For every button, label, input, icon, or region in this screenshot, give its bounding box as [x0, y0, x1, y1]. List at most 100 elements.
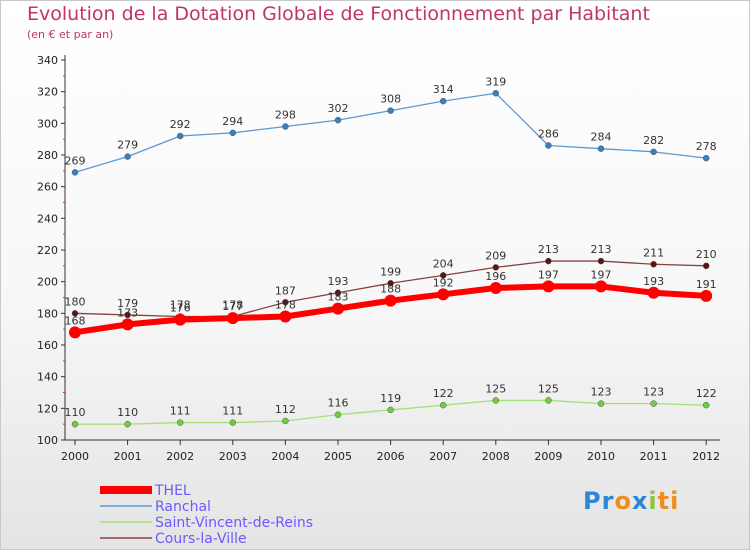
data-point: [124, 311, 131, 319]
logo-letter: o: [614, 487, 632, 515]
data-point: [700, 289, 713, 302]
y-tick-label: 140: [37, 371, 58, 384]
data-label: 119: [380, 392, 401, 405]
legend-label: Ranchal: [155, 499, 211, 515]
data-label: 192: [433, 276, 454, 289]
data-point: [387, 280, 394, 287]
data-point: [492, 397, 500, 404]
x-tick-label: 2000: [61, 450, 89, 463]
data-label: 125: [538, 382, 559, 395]
data-label: 319: [485, 75, 506, 88]
data-label: 111: [222, 405, 243, 418]
data-label: 178: [170, 299, 191, 312]
x-tick-label: 2002: [166, 450, 194, 463]
data-point: [545, 142, 552, 149]
x-tick-label: 2009: [534, 450, 562, 463]
data-label: 178: [275, 299, 296, 312]
data-point: [702, 401, 710, 409]
y-tick-label: 240: [37, 212, 58, 225]
data-point: [650, 148, 657, 156]
data-label: 173: [117, 306, 138, 319]
logo-letter: x: [631, 487, 649, 515]
data-point: [176, 419, 184, 426]
data-label: 188: [380, 283, 401, 296]
legend-label: THEL: [154, 483, 191, 499]
data-point: [334, 289, 342, 296]
logo-letter: Pr: [583, 487, 615, 515]
data-point: [595, 280, 607, 293]
data-point: [387, 406, 394, 414]
legend-label: Cours-la-Ville: [155, 531, 247, 547]
data-point: [124, 153, 131, 160]
y-tick-label: 200: [37, 276, 58, 289]
x-tick-label: 2010: [587, 450, 615, 463]
data-point: [384, 294, 397, 307]
data-point: [545, 257, 552, 265]
data-point: [121, 318, 134, 331]
data-point: [650, 261, 657, 268]
y-tick-label: 220: [37, 244, 58, 257]
data-point: [387, 107, 394, 114]
data-point: [332, 302, 344, 315]
data-point: [71, 310, 79, 317]
data-label: 187: [275, 284, 296, 297]
data-point: [174, 313, 187, 326]
data-point: [597, 257, 605, 265]
data-point: [647, 286, 660, 299]
data-label: 125: [485, 382, 506, 395]
data-label: 284: [591, 131, 612, 144]
data-label: 110: [117, 406, 138, 419]
x-tick-label: 2011: [640, 450, 668, 463]
y-tick-label: 340: [37, 54, 58, 67]
y-tick-label: 100: [37, 434, 58, 447]
data-label: 112: [275, 403, 296, 416]
data-point: [71, 169, 79, 176]
data-label: 123: [643, 386, 664, 399]
data-point: [437, 288, 450, 301]
x-tick-label: 2006: [377, 450, 405, 463]
data-point: [702, 262, 710, 270]
data-label: 209: [485, 249, 506, 262]
data-point: [545, 397, 552, 404]
data-point: [439, 401, 447, 409]
x-tick-label: 2003: [219, 450, 247, 463]
data-label: 183: [328, 291, 349, 304]
data-point: [282, 299, 289, 306]
data-label: 193: [643, 275, 664, 288]
x-tick-label: 2012: [692, 450, 720, 463]
data-point: [279, 310, 292, 323]
data-label: 314: [433, 83, 454, 96]
data-label: 193: [328, 275, 349, 288]
data-point: [597, 145, 605, 152]
data-point: [282, 123, 289, 130]
data-label: 269: [65, 154, 86, 167]
data-label: 191: [696, 278, 717, 291]
data-label: 178: [222, 299, 243, 312]
x-tick-label: 2005: [324, 450, 352, 463]
data-label: 204: [433, 257, 454, 270]
data-label: 292: [170, 118, 191, 131]
data-point: [492, 264, 500, 271]
data-point: [439, 97, 447, 105]
data-point: [650, 400, 657, 407]
y-tick-label: 320: [37, 86, 58, 99]
data-label: 122: [433, 387, 454, 400]
data-label: 278: [696, 140, 717, 153]
data-point: [71, 420, 79, 428]
data-label: 282: [643, 134, 664, 147]
x-tick-label: 2008: [482, 450, 510, 463]
data-point: [124, 420, 131, 428]
data-label: 179: [117, 297, 138, 310]
data-label: 122: [696, 387, 717, 400]
data-label: 213: [538, 243, 559, 256]
data-point: [226, 312, 239, 325]
x-tick-label: 2007: [429, 450, 457, 463]
logo-letter: i: [648, 487, 658, 515]
data-point: [176, 132, 184, 140]
data-label: 302: [328, 102, 349, 115]
data-label: 176: [170, 302, 191, 315]
data-label: 168: [65, 314, 86, 327]
data-label: 298: [275, 109, 296, 122]
data-label: 116: [328, 397, 349, 410]
data-label: 213: [591, 243, 612, 256]
